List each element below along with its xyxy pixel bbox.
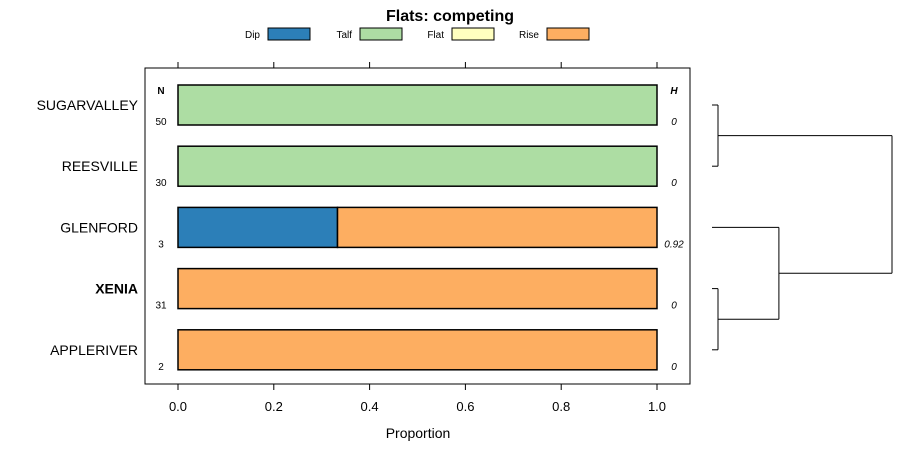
row-xenia: XENIA 31 0: [95, 267, 677, 312]
row-n-value: 31: [155, 301, 167, 312]
row-label: GLENFORD: [60, 219, 138, 235]
row-label: XENIA: [95, 281, 138, 297]
row-h-value: 0: [671, 117, 677, 128]
legend-label-rise: Rise: [519, 30, 539, 41]
x-axis-title: Proportion: [386, 425, 451, 441]
legend-swatch-flat: [451, 27, 495, 41]
dendrogram: [712, 104, 893, 351]
row-appleriver: APPLERIVER 2 0: [50, 329, 677, 373]
rows: SUGARVALLEY 50 0 REESVILLE 30 0 GLENFORD 3 0.92 X…: [37, 84, 684, 373]
row-h-value: 0: [671, 362, 677, 373]
plot-frame: [144, 67, 691, 385]
row-n-value: 50: [155, 117, 167, 128]
row-n-value: 30: [155, 178, 167, 189]
legend-label-dip: Dip: [245, 30, 260, 41]
bar-segment-talf: [177, 145, 658, 187]
row-sugarvalley: SUGARVALLEY 50 0: [37, 84, 677, 128]
row-h-value: 0: [671, 178, 677, 189]
left-header: N: [157, 86, 164, 97]
x-tick-label: 0.8: [552, 399, 570, 414]
x-tick-label: 0.4: [361, 399, 379, 414]
legend-label-flat: Flat: [427, 30, 444, 41]
bar-segment-rise: [177, 267, 658, 310]
x-tick-label: 0.0: [169, 399, 187, 414]
legend-label-talf: Talf: [336, 30, 352, 41]
row-n-value: 2: [158, 362, 164, 373]
row-reesville: REESVILLE 30 0: [62, 145, 677, 189]
row-label: APPLERIVER: [50, 342, 138, 358]
right-header: H: [670, 86, 678, 97]
x-tick-label: 0.2: [265, 399, 283, 414]
x-tick-label: 1.0: [648, 399, 666, 414]
legend-swatch-talf: [359, 27, 403, 41]
legend: Dip Talf Flat Rise: [245, 27, 590, 41]
row-glenford: GLENFORD 3 0.92: [60, 206, 684, 250]
bar-segment-rise: [177, 329, 658, 371]
row-h-value: 0: [671, 301, 677, 312]
legend-swatch-dip: [267, 27, 311, 41]
row-n-value: 3: [158, 239, 164, 250]
bar-segment-talf: [177, 84, 658, 126]
chart-title: Flats: competing: [386, 8, 514, 25]
row-label: REESVILLE: [62, 158, 138, 174]
bar-segment-rise: [336, 206, 658, 249]
x-tick-label: 0.6: [456, 399, 474, 414]
legend-swatch-rise: [546, 27, 590, 41]
row-label: SUGARVALLEY: [37, 97, 139, 113]
row-h-value: 0.92: [664, 239, 684, 250]
bar-segment-dip: [177, 206, 339, 249]
x-axis: 0.0 0.2 0.4 0.6 0.8 1.0: [169, 62, 666, 414]
